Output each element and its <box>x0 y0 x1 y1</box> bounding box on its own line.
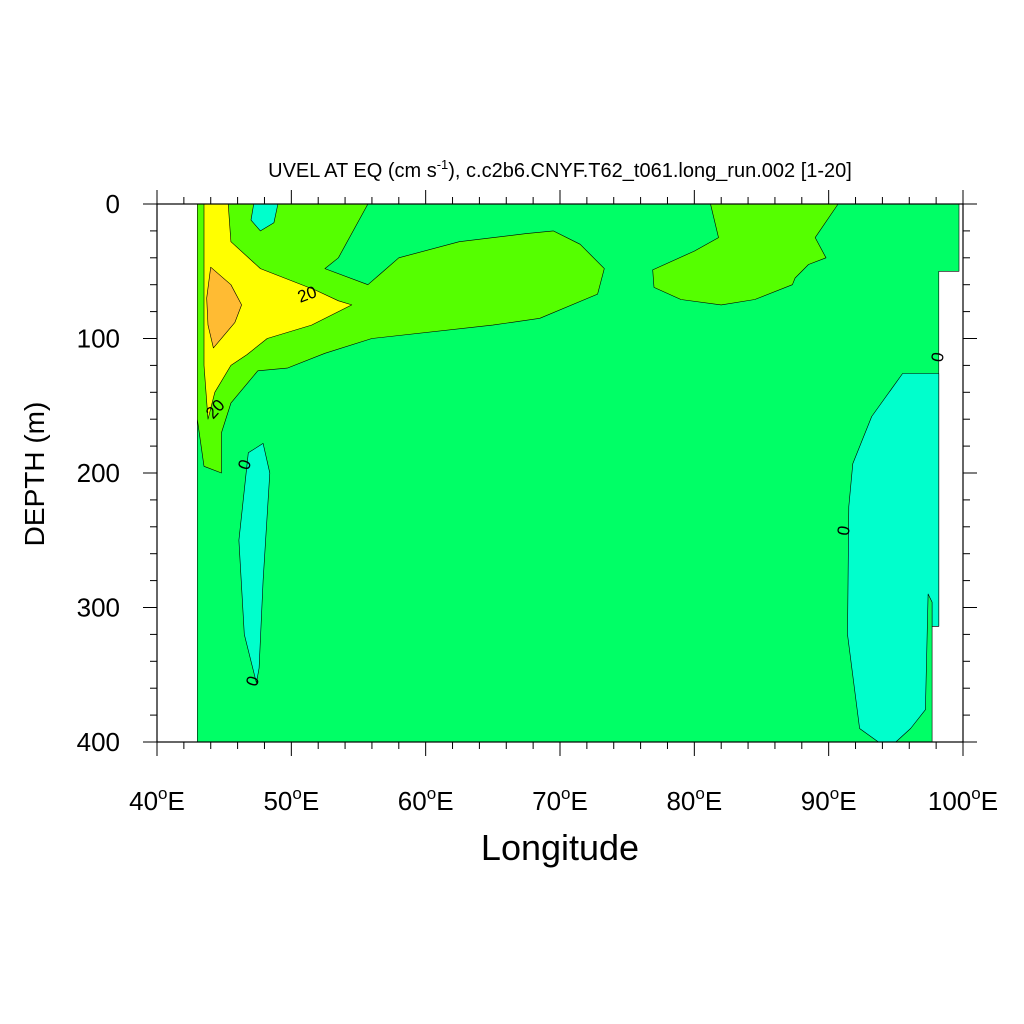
y-axis-title: DEPTH (m) <box>19 402 50 547</box>
y-tick-labels: 0 100 200 300 400 <box>77 189 120 757</box>
x-tick-label: 50oE <box>263 784 319 816</box>
x-axis-title: Longitude <box>481 827 639 868</box>
x-tick-label: 70oE <box>532 784 588 816</box>
axis-ticks <box>143 190 977 756</box>
region-core-30-40 <box>206 266 242 349</box>
region-westward-sub-west <box>238 443 271 684</box>
x-tick-label: 60oE <box>398 784 454 816</box>
region-band-20-30 <box>203 203 353 420</box>
y-tick-label: 300 <box>77 593 120 623</box>
x-tick-label: 40oE <box>129 784 185 816</box>
x-tick-label: 90oE <box>801 784 857 816</box>
contour-regions <box>157 203 960 743</box>
region-land-gap-west <box>157 204 198 742</box>
x-tick-labels: 40oE 50oE 60oE 70oE 80oE 90oE 100oE <box>129 784 998 816</box>
y-tick-label: 0 <box>106 189 120 219</box>
x-tick-label: 100oE <box>928 784 998 816</box>
y-tick-label: 200 <box>77 458 120 488</box>
contour-label: 0 <box>928 351 948 364</box>
y-tick-label: 100 <box>77 324 120 354</box>
region-westward-east <box>847 373 940 743</box>
x-tick-label: 80oE <box>666 784 722 816</box>
region-band-10-20-east <box>652 203 839 306</box>
region-band-10-20-west <box>197 203 605 474</box>
contour-label: 0 <box>834 524 854 537</box>
y-tick-label: 400 <box>77 727 120 757</box>
chart-title: UVEL AT EQ (cm s-1), c.c2b6.CNYF.T62_t06… <box>268 157 852 182</box>
